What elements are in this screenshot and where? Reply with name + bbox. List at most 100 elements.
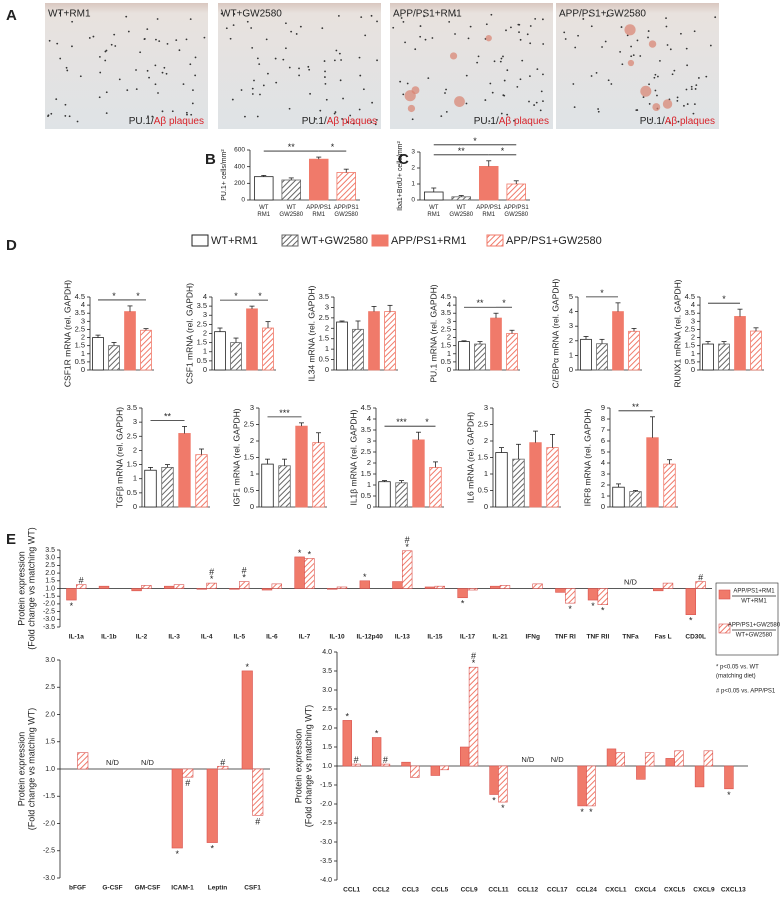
cell-dot xyxy=(185,111,188,114)
y-tick-label: 1 xyxy=(411,181,415,188)
stain-label: PU.1/ xyxy=(640,116,665,127)
bar xyxy=(92,337,104,371)
cell-dot xyxy=(542,73,544,76)
cell-dot xyxy=(154,83,157,86)
bar xyxy=(489,765,499,795)
cell-dot xyxy=(376,59,378,62)
y-tick-label: 1.5 xyxy=(441,341,451,350)
bar xyxy=(587,588,599,601)
cell-dot xyxy=(695,84,698,87)
cell-dot xyxy=(502,55,504,58)
cell-dot xyxy=(484,99,487,101)
cell-dot xyxy=(315,118,317,120)
plaque xyxy=(485,35,492,42)
cell-dot xyxy=(619,50,622,53)
x-tick-label: WT RM1 xyxy=(257,205,270,218)
bar xyxy=(529,442,542,508)
significance-char: * xyxy=(589,807,593,817)
bar xyxy=(352,328,364,371)
cell-dot xyxy=(256,115,259,118)
y-tick-label: 0 xyxy=(484,502,488,511)
cell-dot xyxy=(50,112,53,115)
cell-dot xyxy=(76,120,79,123)
x-tick-label: IL-4 xyxy=(201,634,213,641)
x-tick-label: Leptin xyxy=(208,885,228,892)
cell-dot xyxy=(342,97,344,100)
cell-dot xyxy=(601,46,603,48)
y-tick-label: 3.5 xyxy=(197,301,207,310)
cell-dot xyxy=(370,14,373,17)
significance-label: * xyxy=(331,142,335,152)
cell-dot xyxy=(267,72,269,75)
y-axis-label: Iba1+BrdU+ cells/mm² xyxy=(397,141,404,211)
cell-dot xyxy=(309,92,311,95)
significance-char: * xyxy=(308,550,312,560)
bar xyxy=(294,556,305,589)
cell-dot xyxy=(673,69,676,72)
x-tick-label: CCL1 xyxy=(343,887,360,894)
y-tick-label: 0 xyxy=(203,365,207,374)
cell-dot xyxy=(402,93,405,96)
y-tick-label: 2.5 xyxy=(127,431,137,440)
cell-dot xyxy=(693,30,696,33)
cell-dot xyxy=(163,66,166,69)
cell-dot xyxy=(156,18,159,20)
bar xyxy=(430,765,441,776)
cell-dot xyxy=(534,18,537,20)
cell-dot xyxy=(203,36,206,39)
x-tick-label: CXCL13 xyxy=(721,887,746,894)
cell-dot xyxy=(232,24,235,27)
y-tick-label: 0.5 xyxy=(75,357,85,366)
cell-dot xyxy=(186,113,188,116)
bar xyxy=(206,768,218,843)
y-axis-label: Protein expression xyxy=(293,729,303,804)
cell-dot xyxy=(590,75,593,77)
cell-dot xyxy=(572,83,575,85)
x-tick-label: G-CSF xyxy=(102,885,122,892)
y-tick-label: 2 xyxy=(569,336,573,345)
bar xyxy=(653,588,664,592)
cell-dot xyxy=(92,35,95,38)
bar xyxy=(458,341,470,371)
significance-mark: # xyxy=(220,758,225,768)
bar xyxy=(474,343,486,371)
y-tick-label: -3.5 xyxy=(43,624,55,631)
cell-dot xyxy=(104,50,107,53)
cell-dot xyxy=(529,75,531,77)
cell-dot xyxy=(573,106,576,109)
cell-dot xyxy=(647,30,650,32)
cell-dot xyxy=(155,38,157,41)
cell-dot xyxy=(690,85,693,88)
y-tick-label: 2.0 xyxy=(322,725,332,732)
y-tick-label: 3.5 xyxy=(322,668,332,675)
cell-dot xyxy=(653,76,656,79)
y-tick-label: -3.0 xyxy=(320,839,332,846)
y-tick-label: -2.0 xyxy=(320,801,332,808)
image-title: APP/PS1+GW2580 xyxy=(559,9,646,20)
cell-dot xyxy=(189,63,192,66)
bar xyxy=(718,343,730,371)
cell-dot xyxy=(705,75,708,78)
image-title: WT+RM1 xyxy=(48,9,91,20)
cell-dot xyxy=(65,66,68,69)
bar xyxy=(252,768,264,816)
x-tick-label: bFGF xyxy=(69,885,86,892)
y-tick-label: 1.5 xyxy=(244,452,254,461)
significance-char: # xyxy=(255,817,260,827)
x-tick-label: IL-1b xyxy=(101,634,117,641)
cell-dot xyxy=(104,59,107,62)
cell-dot xyxy=(171,110,174,113)
cell-dot xyxy=(510,26,512,29)
cell-dot xyxy=(621,63,624,66)
cell-dot xyxy=(307,65,310,68)
bar xyxy=(612,486,625,508)
cell-dot xyxy=(375,118,378,121)
cell-dot xyxy=(143,38,146,40)
bar xyxy=(644,752,655,767)
cell-dot xyxy=(476,61,479,64)
bar xyxy=(459,746,470,767)
y-tick-label: 1.5 xyxy=(127,460,137,469)
significance-mark: # * xyxy=(209,567,214,584)
y-tick-label: 0 xyxy=(569,365,573,374)
